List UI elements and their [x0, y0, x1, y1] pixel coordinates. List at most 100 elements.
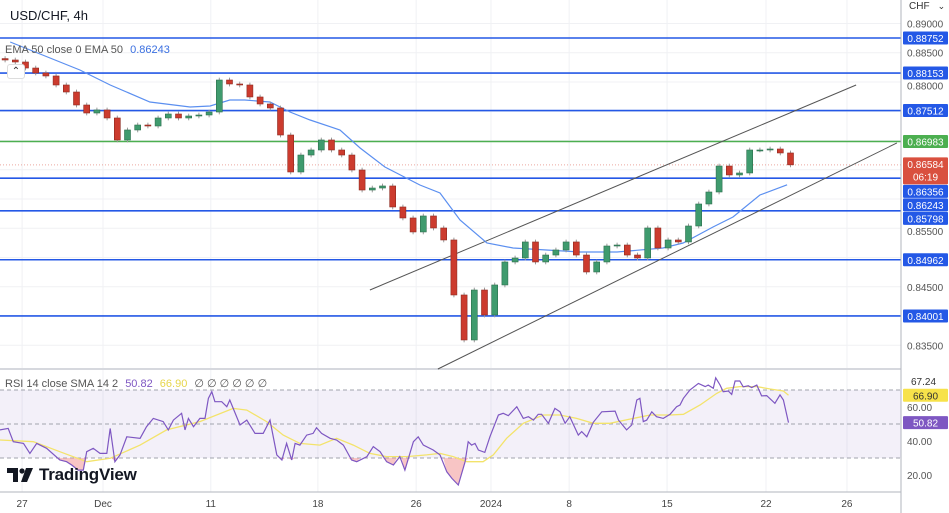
candle [613, 242, 621, 249]
rsi-tick-label: 60.00 [907, 403, 932, 414]
price-level-tag: 0.88752 [907, 34, 944, 45]
candle-body [348, 154, 356, 171]
candle-body [440, 227, 448, 241]
price-tick-label: 0.84500 [907, 283, 944, 294]
candle-body [736, 172, 743, 176]
candle [593, 259, 601, 275]
candle [511, 255, 519, 265]
candle-body [766, 148, 774, 151]
candle [603, 243, 611, 265]
candle-body [226, 79, 233, 85]
candle [328, 137, 335, 153]
candle [93, 107, 101, 116]
candle [307, 147, 315, 158]
candle [766, 146, 774, 153]
candle-body [307, 149, 315, 156]
time-tick-label: 26 [841, 499, 853, 510]
price-tick-label: 0.83500 [907, 341, 944, 352]
candle-body [562, 241, 570, 251]
last-price-tag: 0.86584 [907, 160, 944, 171]
candle-body [674, 239, 682, 243]
ema-legend-value: 0.86243 [130, 44, 170, 56]
time-tick-label: Dec [94, 499, 112, 510]
candle-body [103, 109, 111, 119]
rsi-top-label: 67.24 [911, 377, 936, 388]
candle [134, 122, 141, 133]
ema-legend[interactable]: EMA 50 close 0 EMA 50 0.86243 [5, 44, 174, 56]
candle-body [338, 149, 346, 156]
price-tick-label: 0.88000 [907, 82, 944, 93]
candle [562, 239, 570, 253]
candle-body [583, 254, 590, 273]
candle [144, 122, 152, 129]
price-level-tag-bg [903, 31, 948, 45]
candle-body [256, 96, 264, 105]
rsi-legend[interactable]: RSI 14 close SMA 14 2 50.82 66.90 ∅ ∅ ∅ … [5, 377, 271, 390]
candle-body [358, 169, 366, 191]
candle [746, 147, 754, 176]
candle-body [328, 139, 335, 151]
candle [226, 77, 233, 87]
candle-body [603, 245, 611, 263]
price-level-tag-bg [903, 184, 948, 198]
candle [552, 247, 560, 258]
candle-body [685, 225, 692, 243]
candle [379, 183, 386, 191]
time-tick-label: 8 [566, 499, 572, 510]
candle [756, 147, 764, 153]
price-level-tag-bg [903, 135, 948, 149]
candle [62, 82, 70, 95]
currency-selector[interactable]: CHF ⌄ [909, 1, 945, 12]
candle [736, 170, 743, 178]
candle-body [1, 58, 9, 61]
rsi-legend-label: RSI 14 close SMA 14 2 [5, 378, 119, 390]
candle [521, 239, 529, 261]
rsi-line [0, 376, 790, 487]
candle [491, 282, 499, 318]
candle [114, 115, 121, 143]
candle-body [725, 165, 733, 176]
candle [348, 152, 356, 173]
candle-body [695, 203, 703, 227]
candle-body [246, 84, 254, 98]
candle [277, 105, 284, 138]
price-level-tag-bg [903, 66, 948, 80]
candle-body [521, 241, 529, 259]
symbol-title[interactable]: USD/CHF, 4h [10, 8, 89, 23]
time-tick-label: 26 [411, 499, 423, 510]
candle [266, 101, 274, 111]
candle [205, 109, 213, 118]
candle-body [572, 241, 580, 256]
candle-body [746, 149, 754, 174]
candle-body [491, 284, 499, 316]
candle [368, 185, 376, 193]
candle-body [460, 294, 468, 341]
candle-body [277, 107, 284, 136]
price-level-tag: 0.86356 [907, 187, 944, 198]
candle [236, 81, 243, 88]
candle-body [185, 115, 192, 119]
candle-body [593, 261, 601, 273]
candle [32, 65, 40, 76]
candle-body [511, 257, 519, 263]
rsi-tick-label: 20.00 [907, 471, 932, 482]
candle-body [73, 91, 80, 106]
candle [103, 107, 111, 121]
last-price-tag: 06:19 [913, 172, 938, 183]
tradingview-logo[interactable]: TradingView [7, 465, 137, 485]
candle-body [389, 185, 397, 208]
candle-body [165, 113, 172, 119]
price-level-tag: 0.88153 [907, 69, 944, 80]
candle-body [419, 215, 427, 233]
candle [440, 225, 448, 243]
candle-body [705, 191, 713, 205]
candle-body [62, 84, 70, 93]
rsi-oversold-fill [443, 458, 469, 486]
candle-body [144, 124, 152, 127]
candle [674, 237, 682, 245]
candle [664, 237, 672, 251]
candle-body [114, 117, 121, 141]
candle [634, 252, 641, 261]
collapse-legend-button[interactable]: ⌃ [7, 64, 25, 79]
